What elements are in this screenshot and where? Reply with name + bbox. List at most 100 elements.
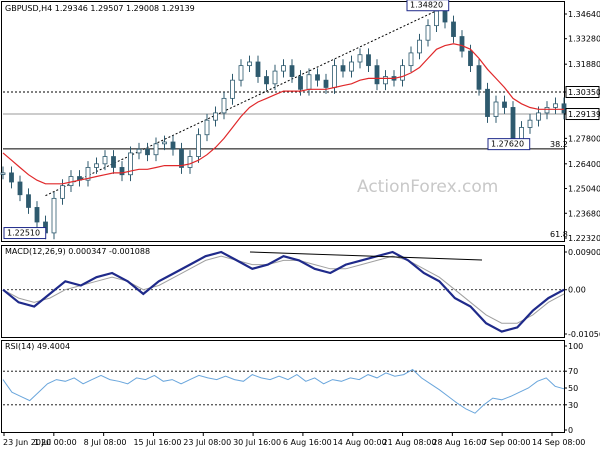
rsi-tick-label: 100: [568, 342, 583, 351]
high-label-box: [406, 0, 450, 12]
candle-body: [417, 39, 422, 54]
price-axis-box: [565, 86, 600, 98]
candle-body: [561, 103, 567, 114]
candle-body: [383, 76, 388, 85]
candle-body: [85, 167, 91, 181]
candle-body: [247, 61, 252, 67]
rsi-title: RSI(14) 49.4004: [5, 342, 70, 351]
candle-body: [162, 141, 167, 145]
candle-body: [332, 65, 337, 88]
candle-body: [179, 148, 184, 168]
candle-body: [136, 148, 142, 154]
candle-body: [340, 65, 346, 72]
candle-body: [374, 65, 380, 85]
price-tick-label: 1.25040: [568, 185, 600, 194]
rsi-tick-label: 0: [568, 426, 573, 435]
candle-body: [544, 107, 550, 114]
candle-body: [493, 101, 499, 117]
rsi-layer: [2, 368, 565, 414]
axis-layer: 1.34640 1.33280 1.31880 1.30350 1.29139 1.278…: [3, 10, 600, 447]
candle-body: [264, 76, 269, 85]
price-tick-label: 1.33280: [568, 35, 600, 44]
candle-body: [60, 185, 65, 199]
candle-body: [102, 156, 108, 165]
candle-body: [434, 10, 439, 27]
x-tick-label: 6 Aug 16:00: [283, 438, 332, 447]
macd-title: MACD(12,26,9) 0.000347 -0.001088: [5, 247, 150, 256]
candle-body: [204, 119, 210, 136]
candle-body: [485, 88, 490, 117]
rsi-tick-label: 30: [568, 401, 578, 410]
fib-61.8-label: 61.8: [550, 230, 568, 239]
candle-body: [408, 52, 414, 67]
price-tick-label: 1.22320: [568, 234, 600, 243]
price-tick-label: 1.26400: [568, 160, 600, 169]
x-tick-label: 1 Jul 00:00: [34, 438, 77, 447]
candle-body: [323, 79, 329, 88]
trend-line: [45, 10, 437, 197]
candle-body: [238, 65, 244, 81]
price-axis-box: [565, 108, 600, 121]
candle-body: [306, 74, 312, 90]
candle-body: [51, 197, 57, 234]
candle-body: [213, 112, 218, 121]
candle-body: [349, 61, 354, 72]
candle-body: [9, 172, 14, 183]
candle-body: [442, 10, 448, 23]
price-panel-frame: [1, 1, 565, 242]
swing-low-label: 1.27620: [491, 140, 524, 149]
candle-body: [298, 76, 303, 90]
macd-divergence-line: [249, 251, 483, 261]
candle-body: [536, 112, 541, 121]
rsi-line: [2, 368, 565, 414]
candle-body: [366, 54, 371, 67]
candle-body: [94, 163, 99, 168]
price-tick-label: 1.23680: [568, 209, 600, 218]
candle-body: [230, 79, 235, 99]
macd-tick-label: 0.009003: [568, 248, 600, 257]
price-tick-label: 1.29139: [568, 110, 600, 119]
candle-body: [315, 74, 320, 81]
price-layer: 1.34820 1.22510 1.27620 38.2 61.8: [0, 0, 568, 240]
low-label: 1.22510: [7, 229, 40, 238]
candle-body: [400, 65, 405, 81]
candle-body: [272, 70, 278, 85]
candle-body: [187, 156, 193, 168]
rsi-tick-label: 70: [568, 367, 578, 376]
price-tick-label: 1.27800: [568, 134, 600, 143]
rsi-tick-label: 50: [568, 384, 578, 393]
high-label: 1.34820: [410, 1, 443, 10]
candle-body: [289, 65, 295, 77]
candle-body: [34, 207, 40, 223]
price-tick-label: 1.34640: [568, 10, 600, 19]
candle-body: [357, 54, 363, 63]
candle-body: [476, 65, 482, 90]
candle-body: [510, 107, 516, 141]
x-tick-label: 7 Sep 00:00: [482, 438, 530, 447]
ma-line: [2, 43, 564, 185]
price-title: GBPUSD,H4 1.29346 1.29507 1.29008 1.2913…: [5, 4, 195, 13]
candle-body: [128, 152, 133, 176]
candle-body: [26, 194, 31, 208]
x-tick-label: 8 Jul 08:00: [84, 438, 127, 447]
x-tick-label: 28 Aug 16:00: [432, 438, 486, 447]
candle-body: [0, 172, 6, 175]
x-tick-label: 23 Jul 08:00: [183, 438, 231, 447]
x-tick-label: 23 Jun 2020: [3, 438, 51, 447]
candle-body: [451, 21, 456, 37]
candle-body: [459, 36, 465, 52]
x-tick-label: 14 Aug 00:00: [333, 438, 387, 447]
candle-body: [527, 119, 533, 128]
x-tick-label: 14 Sep 08:00: [532, 438, 585, 447]
x-tick-label: 30 Jul 16:00: [233, 438, 281, 447]
candle-body: [170, 141, 176, 150]
candle-body: [119, 167, 125, 176]
candle-body: [221, 97, 227, 114]
macd-line: [2, 250, 565, 333]
rsi-panel-frame: [1, 340, 565, 433]
price-tick-label: 1.30350: [568, 88, 600, 97]
price-tick-label: 1.31880: [568, 60, 600, 69]
low-label-box: [3, 227, 47, 240]
macd-tick-label: 0.00: [568, 286, 586, 295]
